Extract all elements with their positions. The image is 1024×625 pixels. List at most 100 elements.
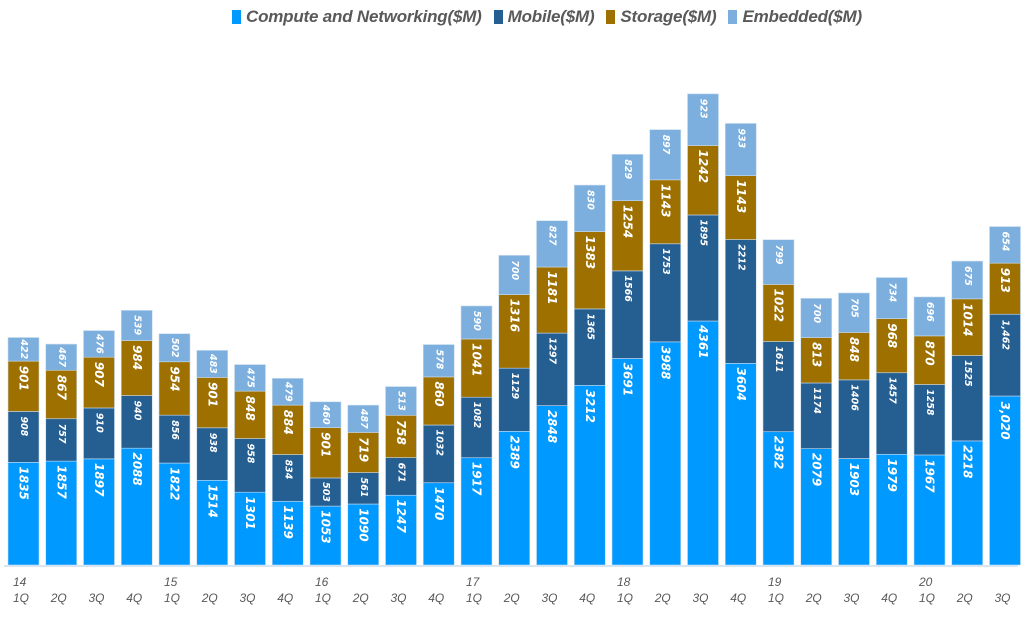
bar-segment-embedded[interactable] (385, 386, 417, 416)
bar-segment-compute-networking[interactable] (573, 384, 606, 566)
bar-segment-mobile[interactable] (800, 382, 833, 449)
bar-segment-compute-networking[interactable] (838, 458, 870, 566)
bar-segment-compute-networking[interactable] (7, 462, 40, 566)
bar-segment-embedded[interactable] (196, 350, 229, 378)
bar-segment-embedded[interactable] (498, 255, 531, 295)
bar-segment-mobile[interactable] (611, 270, 644, 359)
bar-segment-compute-networking[interactable] (951, 440, 984, 566)
bar-segment-embedded[interactable] (422, 344, 455, 378)
bar-segment-storage[interactable] (536, 266, 568, 334)
bar-segment-storage[interactable] (724, 175, 757, 240)
bar-segment-compute-networking[interactable] (385, 494, 417, 566)
bar-segment-compute-networking[interactable] (158, 462, 191, 566)
bar-segment-storage[interactable] (800, 337, 833, 384)
bar-segment-embedded[interactable] (989, 226, 1021, 264)
bar-segment-compute-networking[interactable] (83, 458, 115, 566)
bar-segment-embedded[interactable] (951, 260, 984, 300)
bar-segment-storage[interactable] (271, 404, 304, 455)
bar-segment-mobile[interactable] (158, 414, 191, 464)
bar-segment-mobile[interactable] (498, 367, 531, 432)
bar-segment-compute-networking[interactable] (196, 479, 229, 566)
bar-segment-embedded[interactable] (573, 184, 606, 232)
bar-segment-storage[interactable] (385, 414, 417, 458)
bar-segment-mobile[interactable] (196, 427, 229, 481)
bar-segment-storage[interactable] (83, 356, 115, 409)
bar-segment-storage[interactable] (234, 390, 266, 439)
bar-segment-storage[interactable] (347, 432, 380, 473)
bar-segment-embedded[interactable] (83, 330, 115, 358)
legend-item-embedded[interactable]: Embedded($M) (728, 7, 862, 27)
bar-segment-compute-networking[interactable] (913, 454, 946, 566)
legend-item-storage[interactable]: Storage($M) (606, 7, 717, 27)
bar-segment-compute-networking[interactable] (234, 491, 266, 566)
bar-segment-storage[interactable] (573, 231, 606, 310)
bar-segment-embedded[interactable] (762, 239, 795, 285)
bar-segment-mobile[interactable] (687, 214, 719, 322)
bar-segment-embedded[interactable] (234, 364, 266, 392)
legend-item-compute-networking[interactable]: Compute and Networking($M) (232, 7, 482, 27)
bar-segment-embedded[interactable] (158, 333, 191, 363)
bar-segment-embedded[interactable] (347, 404, 380, 433)
bar-segment-mobile[interactable] (989, 313, 1021, 397)
bar-segment-embedded[interactable] (913, 296, 946, 337)
bar-segment-storage[interactable] (649, 179, 682, 245)
bar-segment-mobile[interactable] (120, 395, 153, 449)
bar-segment-embedded[interactable] (460, 305, 493, 340)
bar-segment-storage[interactable] (120, 340, 153, 396)
bar-segment-embedded[interactable] (271, 378, 304, 406)
bar-segment-storage[interactable] (838, 332, 870, 381)
bar-segment-compute-networking[interactable] (271, 500, 304, 566)
bar-segment-embedded[interactable] (649, 129, 682, 181)
bar-segment-storage[interactable] (611, 200, 644, 272)
bar-segment-embedded[interactable] (120, 310, 153, 341)
bar-segment-compute-networking[interactable] (800, 448, 833, 566)
legend-item-mobile[interactable]: Mobile($M) (493, 7, 595, 27)
bar-segment-embedded[interactable] (309, 401, 342, 428)
bar-segment-storage[interactable] (7, 360, 40, 412)
bar-segment-embedded[interactable] (724, 123, 757, 176)
bar-segment-compute-networking[interactable] (309, 505, 342, 566)
bar-segment-mobile[interactable] (7, 411, 40, 463)
bar-segment-storage[interactable] (422, 376, 455, 426)
bar-segment-storage[interactable] (498, 294, 531, 369)
bar-segment-mobile[interactable] (536, 332, 568, 406)
bar-segment-storage[interactable] (45, 369, 78, 420)
bar-segment-mobile[interactable] (234, 438, 266, 493)
bar-segment-storage[interactable] (309, 427, 342, 479)
bar-segment-storage[interactable] (460, 338, 493, 398)
bar-segment-embedded[interactable] (838, 292, 870, 333)
bar-segment-compute-networking[interactable] (875, 453, 908, 566)
bar-segment-storage[interactable] (687, 145, 719, 216)
bar-segment-compute-networking[interactable] (762, 431, 795, 566)
bar-segment-mobile[interactable] (422, 424, 455, 484)
bar-segment-embedded[interactable] (7, 337, 40, 362)
bar-segment-storage[interactable] (875, 318, 908, 374)
bar-segment-mobile[interactable] (724, 239, 757, 364)
bar-segment-compute-networking[interactable] (460, 457, 493, 566)
bar-segment-storage[interactable] (196, 377, 229, 429)
bar-segment-mobile[interactable] (460, 396, 493, 459)
bar-segment-storage[interactable] (989, 262, 1021, 315)
bar-segment-mobile[interactable] (45, 418, 78, 462)
bar-segment-embedded[interactable] (687, 93, 719, 146)
bar-segment-mobile[interactable] (347, 472, 380, 505)
bar-segment-mobile[interactable] (385, 457, 417, 496)
bar-segment-embedded[interactable] (800, 298, 833, 338)
bar-segment-compute-networking[interactable] (649, 341, 682, 566)
bar-segment-mobile[interactable] (838, 379, 870, 459)
bar-segment-mobile[interactable] (573, 308, 606, 386)
bar-segment-compute-networking[interactable] (422, 482, 455, 566)
bar-segment-compute-networking[interactable] (724, 363, 757, 566)
bar-segment-mobile[interactable] (913, 384, 946, 456)
bar-segment-compute-networking[interactable] (498, 431, 531, 566)
bar-segment-compute-networking[interactable] (347, 503, 380, 566)
bar-segment-embedded[interactable] (611, 154, 644, 202)
bar-segment-compute-networking[interactable] (536, 405, 568, 566)
bar-segment-storage[interactable] (951, 298, 984, 356)
bar-segment-storage[interactable] (913, 335, 946, 385)
bar-segment-mobile[interactable] (271, 454, 304, 502)
bar-segment-compute-networking[interactable] (989, 395, 1021, 566)
bar-segment-mobile[interactable] (762, 341, 795, 433)
bar-segment-embedded[interactable] (45, 343, 78, 371)
bar-segment-storage[interactable] (158, 361, 191, 416)
